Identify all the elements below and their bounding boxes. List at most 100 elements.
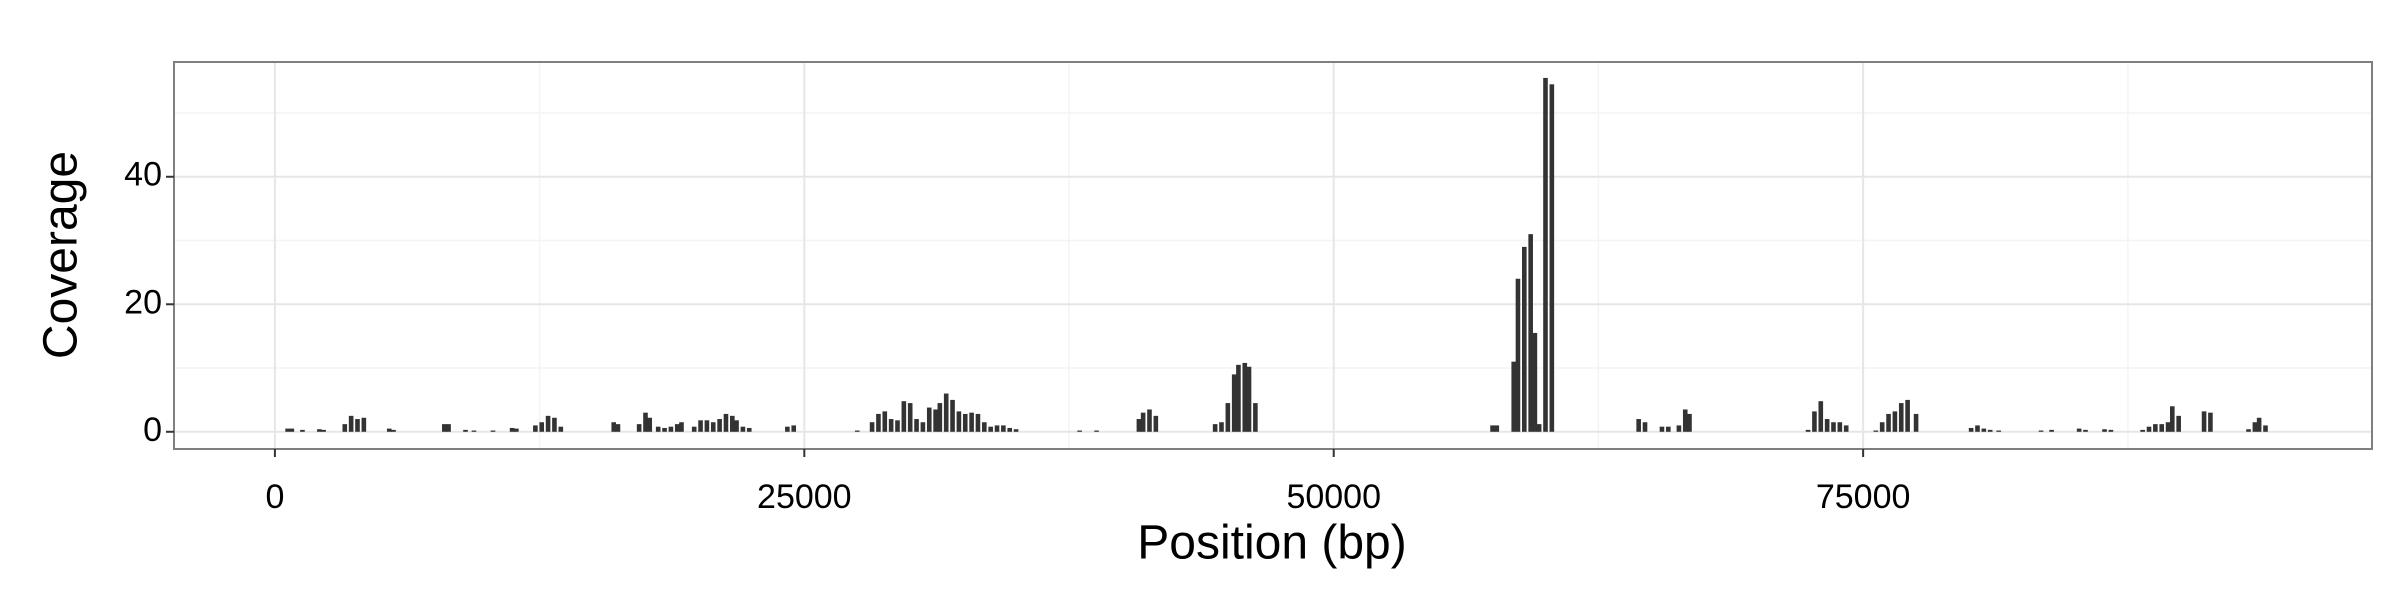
bar (655, 426, 661, 432)
bar (1528, 234, 1533, 432)
bar (982, 422, 987, 432)
bar (2076, 428, 2082, 432)
bar (463, 429, 468, 432)
bar (679, 422, 684, 432)
bar (674, 424, 680, 432)
bar (539, 422, 545, 432)
bar (2140, 429, 2145, 432)
bar (975, 413, 981, 432)
x-tick-label: 0 (265, 478, 284, 516)
bar (545, 415, 551, 432)
bar (1511, 361, 1517, 432)
bar (317, 429, 322, 432)
bar (647, 417, 653, 432)
bar (2102, 429, 2107, 432)
bar (1543, 77, 1548, 432)
bar (490, 430, 496, 432)
bar (1676, 425, 1682, 432)
bar (854, 430, 860, 432)
x-tick-label: 50000 (1286, 478, 1381, 516)
bar (1913, 413, 1919, 432)
bar (1968, 427, 1974, 432)
bar (2153, 424, 2158, 432)
y-tick-label: 20 (124, 283, 162, 321)
bar (691, 426, 697, 432)
bar (2208, 412, 2213, 432)
bar (1805, 429, 1811, 432)
bar (1837, 422, 1843, 432)
x-axis-title: Position (bp) (1137, 517, 1406, 570)
bar (1996, 430, 2001, 432)
bar (943, 393, 949, 432)
bar (1013, 429, 1019, 432)
bar (950, 399, 955, 432)
bar (1001, 425, 1006, 432)
bar (1225, 403, 1231, 432)
bar (969, 412, 974, 432)
bar (882, 411, 888, 432)
y-tick-label: 0 (143, 411, 162, 449)
bar (2176, 415, 2181, 432)
bar (956, 411, 962, 432)
bar (2049, 429, 2054, 432)
bar (698, 420, 703, 432)
bar (2256, 417, 2262, 432)
bar (289, 428, 295, 432)
bar (514, 428, 519, 432)
bar (285, 428, 290, 432)
bar (321, 429, 326, 432)
bar (636, 424, 642, 432)
bar (1522, 246, 1527, 432)
bar (1532, 332, 1538, 432)
bar (1212, 424, 1218, 432)
bar (533, 425, 538, 432)
bar (2246, 429, 2251, 432)
bar (988, 426, 993, 432)
bar (717, 419, 722, 432)
bar (1253, 403, 1258, 432)
bar (734, 420, 739, 432)
bar (791, 425, 797, 432)
bar (785, 426, 790, 432)
bar (2159, 424, 2165, 432)
bar (1981, 428, 1987, 432)
bar (933, 409, 938, 432)
panel-border (173, 61, 2373, 450)
bar (558, 426, 564, 432)
bar (442, 424, 447, 432)
bar (914, 419, 919, 432)
bar (1898, 403, 1904, 432)
bar (509, 427, 515, 432)
bar (723, 413, 729, 432)
bar (643, 412, 648, 432)
bar (615, 424, 621, 432)
bar (704, 420, 710, 432)
bar (361, 417, 367, 432)
bar (1824, 419, 1830, 432)
bar (2108, 429, 2114, 432)
bar (1094, 430, 1099, 432)
bar (2170, 406, 2175, 432)
bar (1886, 413, 1891, 432)
bar (876, 413, 881, 432)
bar (1549, 84, 1555, 432)
bar (888, 419, 894, 432)
bar (662, 427, 667, 432)
bar (2146, 426, 2152, 432)
bar (937, 403, 943, 432)
bar (1136, 419, 1142, 432)
bar (552, 417, 557, 432)
bar (994, 425, 1000, 432)
bar (1494, 425, 1500, 432)
bar (300, 429, 305, 432)
bar (1515, 278, 1521, 432)
bar (1831, 422, 1836, 432)
bar (1246, 366, 1252, 432)
bar (1077, 430, 1082, 432)
bar (348, 415, 354, 432)
bar (2252, 422, 2258, 432)
bar (1843, 425, 1849, 432)
bar (1666, 426, 1671, 432)
bar (1892, 411, 1898, 432)
bar (1975, 425, 1980, 432)
